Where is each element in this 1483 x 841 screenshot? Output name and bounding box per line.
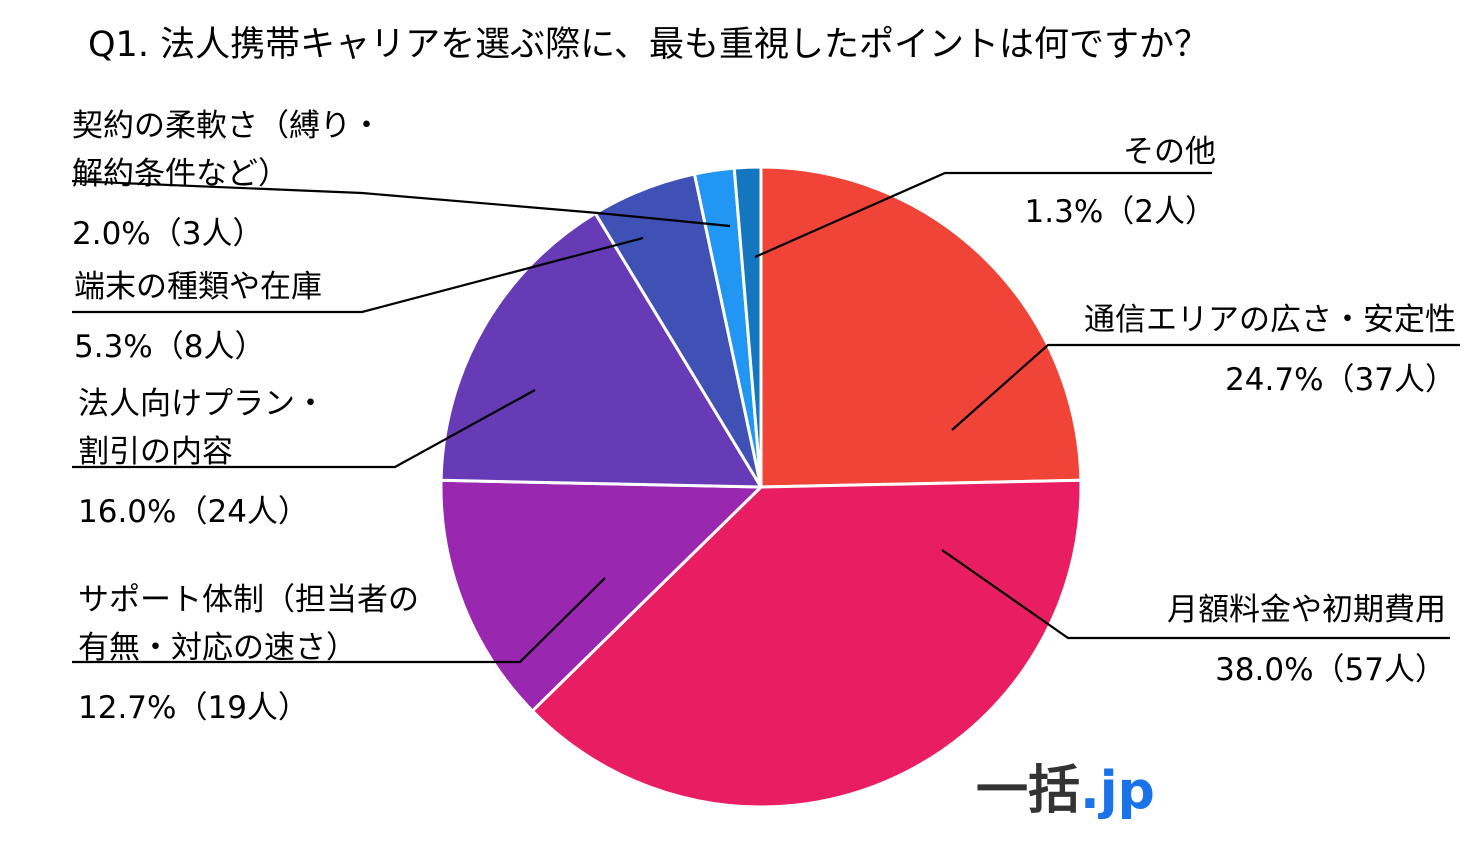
leader-line [754, 171, 1212, 259]
slice-category-label: 月額料金や初期費用 [1167, 592, 1446, 628]
leader-line [72, 577, 606, 664]
pie-slice [530, 478, 1083, 809]
slice-category-label: 契約の柔軟さ（縛り・ [72, 108, 382, 144]
slice-percent-label: 38.0%（57人） [1215, 652, 1446, 688]
slice-percent-label: 1.3%（2人） [1025, 194, 1216, 230]
pie-slice [439, 478, 765, 714]
slice-category-label: その他 [1123, 134, 1216, 170]
pie-slice [732, 165, 763, 488]
logo-suffix: .jp [1080, 761, 1155, 821]
site-logo: 一括.jp [976, 761, 1155, 821]
slice-category-label: 端末の種類や在庫 [74, 269, 322, 305]
pie-slice [759, 165, 1083, 489]
slice-category-label: サポート体制（担当者の [78, 582, 419, 618]
slice-percent-label: 24.7%（37人） [1225, 362, 1456, 398]
slice-percent-label: 12.7%（19人） [78, 690, 309, 726]
pie-slice [439, 211, 764, 489]
slice-percent-label: 5.3%（8人） [74, 329, 265, 365]
pie-slices [439, 165, 1083, 809]
slice-category-label: 有無・対応の速さ） [78, 630, 357, 666]
slice-category-label: 法人向けプラン・ [78, 386, 326, 422]
slice-labels: 通信エリアの広さ・安定性 24.7%（37人） 月額料金や初期費用 38.0%（57人… [72, 108, 1456, 726]
leader-line [72, 236, 644, 314]
svg-text:一括.jp: 一括.jp [976, 761, 1155, 821]
logo-brand: 一括 [976, 761, 1080, 821]
slice-percent-label: 2.0%（3人） [72, 216, 263, 252]
leader-line [72, 389, 536, 469]
chart-title: Q1. 法人携帯キャリアを選ぶ際に、最も重視したポイントは何ですか？ [88, 25, 1209, 65]
slice-percent-label: 16.0%（24人） [78, 494, 309, 530]
leader-lines [71, 171, 1460, 664]
leader-line [941, 549, 1450, 640]
leader-line [71, 179, 731, 228]
leader-line [951, 343, 1460, 431]
slice-category-label: 通信エリアの広さ・安定性 [1084, 302, 1456, 338]
slice-category-label: 解約条件など） [72, 156, 289, 192]
slice-category-label: 割引の内容 [78, 434, 233, 470]
